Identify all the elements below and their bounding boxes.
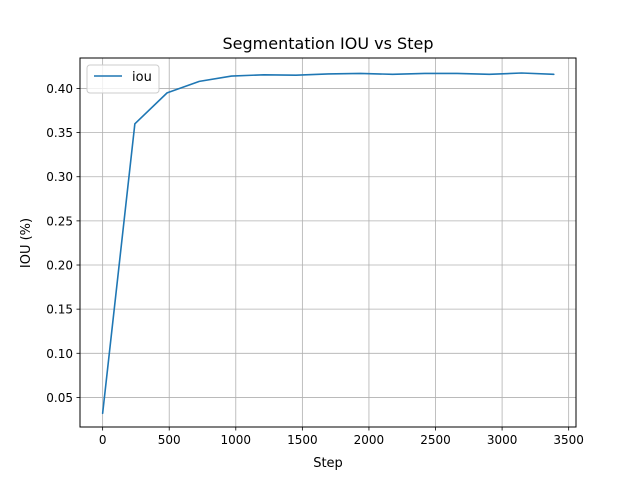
y-tick-label: 0.30 <box>46 170 73 184</box>
axis-ticks: 0 500 1000 1500 2000 2500 3000 3500 0.05 0.10 0.15… <box>46 82 584 447</box>
legend-box <box>86 64 160 94</box>
grid-lines <box>80 58 576 427</box>
y-tick-label: 0.25 <box>46 214 73 228</box>
x-axis-label: Step <box>313 456 343 471</box>
x-tick-label: 2500 <box>420 433 451 447</box>
x-tick-label: 2000 <box>354 433 385 447</box>
chart-title: Segmentation IOU vs Step <box>223 34 434 53</box>
series-layer <box>101 72 555 415</box>
y-tick-label: 0.20 <box>46 259 73 273</box>
x-tick-label: 500 <box>158 433 181 447</box>
x-tick-label: 3000 <box>487 433 518 447</box>
y-tick-label: 0.05 <box>46 391 73 405</box>
series-line-iou <box>101 72 555 415</box>
legend-label-iou: iou <box>132 70 152 85</box>
x-tick-label: 1000 <box>221 433 252 447</box>
x-tick-label: 3500 <box>553 433 584 447</box>
y-tick-label: 0.10 <box>46 347 73 361</box>
plot-frame <box>79 57 577 428</box>
y-tick-label: 0.40 <box>46 82 73 96</box>
y-tick-label: 0.35 <box>46 126 73 140</box>
y-axis-label: IOU (%) <box>19 218 34 268</box>
y-tick-label: 0.15 <box>46 303 73 317</box>
x-tick-label: 0 <box>99 433 107 447</box>
legend: iou <box>86 64 160 94</box>
x-tick-label: 1500 <box>287 433 318 447</box>
